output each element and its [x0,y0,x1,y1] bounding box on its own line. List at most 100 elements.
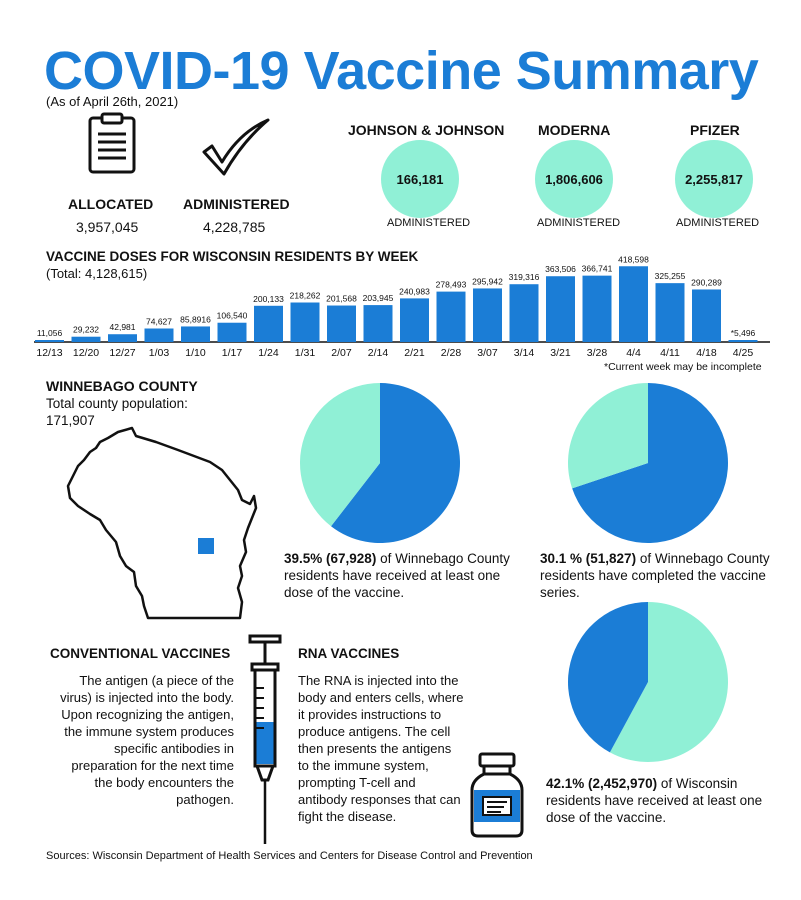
bar-category-label: 2/21 [404,347,425,359]
bar-category-label: 3/14 [514,347,535,359]
pfizer-caption: ADMINISTERED [676,217,760,229]
pie2-caption-bold: 30.1 % (51,827) [540,551,637,566]
bar-3/28 [582,275,612,342]
allocated-label: ALLOCATED [68,196,154,212]
bar-value-label: 42,981 [110,322,136,332]
pie1-caption-text: of Winnebago County residents have recei… [284,551,510,600]
bar-category-label: 2/28 [441,347,462,359]
bar-12/27 [108,334,137,342]
administered-value: 4,228,785 [203,219,266,235]
jj-caption: ADMINISTERED [387,217,471,229]
bar-value-label: 29,232 [73,325,99,335]
pfizer-label: PFIZER [690,122,740,138]
syringe-icon [248,634,282,844]
pie1-caption-bold: 39.5% (67,928) [284,551,377,566]
bar-value-label: 363,506 [545,264,576,274]
bar-value-label: 240,983 [399,286,430,296]
moderna-value: 1,806,606 [545,171,603,187]
pie-state-one-dose [568,602,728,762]
bar-value-label: 418,598 [618,254,649,264]
pie3-slice-1 [568,602,648,753]
bar-category-label: 3/28 [587,347,608,359]
pie1-caption: 39.5% (67,928) of Winnebago County resid… [284,550,514,601]
bar-value-label: 85,8916 [180,314,211,324]
pfizer-circle: 2,255,817 [675,140,753,218]
bar-3/21 [546,276,575,342]
bar-4/11 [655,283,685,342]
bar-4/4 [619,266,648,342]
pie1-slice-0 [331,383,460,543]
bar-category-label: 1/24 [258,347,279,359]
bar-value-label: 74,627 [146,316,172,326]
bar-4/18 [692,289,721,342]
conventional-heading: CONVENTIONAL VACCINES [50,646,231,661]
bar-value-label: *5,496 [731,328,756,338]
county-population-label: Total county population: [46,396,188,411]
pie3-caption-text: of Wisconsin residents have received at … [546,776,763,825]
bar-value-label: 325,255 [655,271,686,281]
bar-category-label: 12/20 [73,347,99,359]
rna-heading: RNA VACCINES [298,646,400,661]
bar-category-label: 1/17 [222,347,243,359]
pfizer-value: 2,255,817 [685,171,743,187]
jj-value: 166,181 [396,171,444,187]
bar-1/24 [254,305,283,342]
bar-2/28 [436,291,466,342]
bar-value-label: 290,289 [691,277,722,287]
administered-label: ADMINISTERED [183,196,290,212]
moderna-caption: ADMINISTERED [537,217,621,229]
bar-2/07 [327,305,356,342]
bar-category-label: 1/10 [185,347,206,359]
bar-value-label: 106,540 [217,311,248,321]
weekly-total: (Total: 4,128,615) [46,266,148,281]
bar-category-label: 4/25 [733,347,754,359]
pie3-slice-0 [609,602,728,762]
bar-value-label: 319,316 [509,272,540,282]
bar-category-label: 4/4 [626,347,641,359]
bar-12/13 [35,339,64,342]
weekly-bar-chart: 11,056 12/13 29,232 12/20 42,981 12/27 74,627 1… [34,254,770,359]
bar-12/20 [71,336,101,342]
bar-category-label: 12/13 [36,347,62,359]
county-population-value: 171,907 [46,413,95,428]
bar-category-label: 3/21 [550,347,571,359]
moderna-circle: 1,806,606 [535,140,613,218]
bar-1/31 [290,302,320,342]
bar-value-label: 203,945 [363,293,394,303]
bar-category-label: 4/11 [660,347,680,359]
pie2-caption-text: of Winnebago County residents have compl… [540,551,770,600]
bar-3/07 [473,288,502,342]
clipboard-icon [88,112,136,174]
pie2-slice-1 [568,383,648,489]
bar-value-label: 218,262 [290,291,321,301]
sources: Sources: Wisconsin Department of Health … [46,850,533,862]
weekly-heading: VACCINE DOSES FOR WISCONSIN RESIDENTS BY… [46,249,419,264]
as-of-date: (As of April 26th, 2021) [46,94,179,109]
bar-4/25 [728,340,758,342]
bar-category-label: 1/31 [295,347,316,359]
bar-2/14 [363,305,393,342]
moderna-label: MODERNA [538,122,611,138]
bar-value-label: 201,568 [326,294,357,304]
bar-1/17 [217,322,247,342]
conventional-text: The antigen (a piece of the virus) is in… [60,673,234,807]
bar-category-label: 12/27 [109,347,135,359]
page-title: COVID-19 Vaccine Summary [44,41,759,101]
bar-2/21 [400,298,429,342]
pie1-slice-1 [300,383,380,527]
incomplete-note: *Current week may be incomplete [604,361,762,373]
pie-county-one-dose [300,383,460,543]
winnebago-marker [198,538,214,554]
bar-category-label: 2/07 [331,347,352,359]
bar-value-label: 366,741 [582,264,613,274]
bar-category-label: 1/03 [149,347,170,359]
pie2-slice-0 [572,383,728,543]
allocated-value: 3,957,045 [76,219,139,235]
bar-value-label: 200,133 [253,294,284,304]
bar-value-label: 295,942 [472,276,503,286]
pie3-caption: 42.1% (2,452,970) of Wisconsin residents… [546,775,776,826]
bar-1/03 [144,328,174,342]
bar-category-label: 2/14 [368,347,389,359]
jj-circle: 166,181 [381,140,459,218]
wisconsin-map [66,426,258,620]
